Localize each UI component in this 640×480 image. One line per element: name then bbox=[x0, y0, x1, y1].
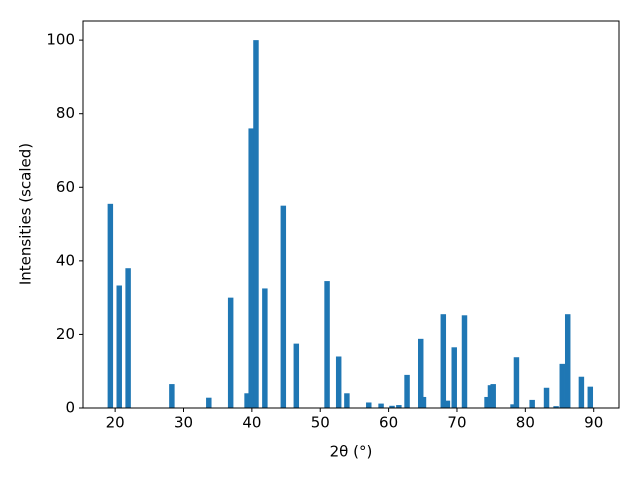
bar bbox=[244, 393, 250, 408]
bar bbox=[564, 314, 571, 408]
bar bbox=[324, 281, 330, 408]
bar bbox=[461, 315, 468, 408]
bar bbox=[378, 403, 384, 408]
bar bbox=[280, 205, 287, 408]
bar bbox=[440, 314, 447, 408]
bar bbox=[487, 385, 494, 408]
x-tick-label: 20 bbox=[106, 414, 125, 432]
y-tick-label: 100 bbox=[46, 31, 75, 49]
bar bbox=[366, 402, 372, 408]
y-tick-label: 20 bbox=[56, 325, 75, 343]
bar bbox=[543, 387, 550, 408]
bar bbox=[420, 396, 427, 408]
bar bbox=[293, 343, 300, 408]
bar bbox=[206, 397, 212, 408]
bar bbox=[444, 400, 451, 408]
bar bbox=[335, 356, 342, 408]
bar bbox=[451, 347, 457, 408]
x-tick-label: 80 bbox=[516, 414, 535, 432]
bar bbox=[253, 40, 259, 409]
bar bbox=[248, 128, 254, 408]
x-tick-label: 40 bbox=[242, 414, 261, 432]
x-tick-label: 60 bbox=[379, 414, 398, 432]
bar bbox=[169, 384, 175, 408]
bar bbox=[396, 405, 402, 408]
bar bbox=[513, 357, 520, 408]
bar bbox=[418, 338, 424, 408]
bar bbox=[116, 285, 122, 408]
plot-frame bbox=[82, 20, 620, 409]
x-tick-label: 30 bbox=[174, 414, 193, 432]
x-tick-label: 90 bbox=[584, 414, 603, 432]
bar bbox=[529, 399, 535, 408]
bar bbox=[553, 406, 559, 408]
bar bbox=[484, 396, 490, 408]
y-tick-label: 80 bbox=[56, 104, 75, 122]
bar bbox=[578, 376, 585, 408]
y-tick-label: 0 bbox=[65, 399, 75, 417]
x-tick-label: 70 bbox=[447, 414, 466, 432]
bar bbox=[107, 203, 114, 408]
bar bbox=[404, 374, 410, 408]
bar bbox=[490, 384, 496, 408]
bar bbox=[559, 363, 565, 408]
bar bbox=[587, 386, 594, 408]
x-tick-label: 50 bbox=[311, 414, 330, 432]
bar bbox=[262, 288, 268, 408]
bar bbox=[125, 268, 131, 408]
y-tick-label: 40 bbox=[56, 251, 75, 269]
bar bbox=[510, 404, 516, 408]
bar bbox=[344, 393, 350, 408]
bar bbox=[227, 297, 234, 408]
y-tick-label: 60 bbox=[56, 178, 75, 196]
x-axis-label: 2θ (°) bbox=[330, 443, 373, 461]
bar bbox=[389, 405, 395, 408]
y-axis-label: Intensities (scaled) bbox=[17, 143, 35, 285]
